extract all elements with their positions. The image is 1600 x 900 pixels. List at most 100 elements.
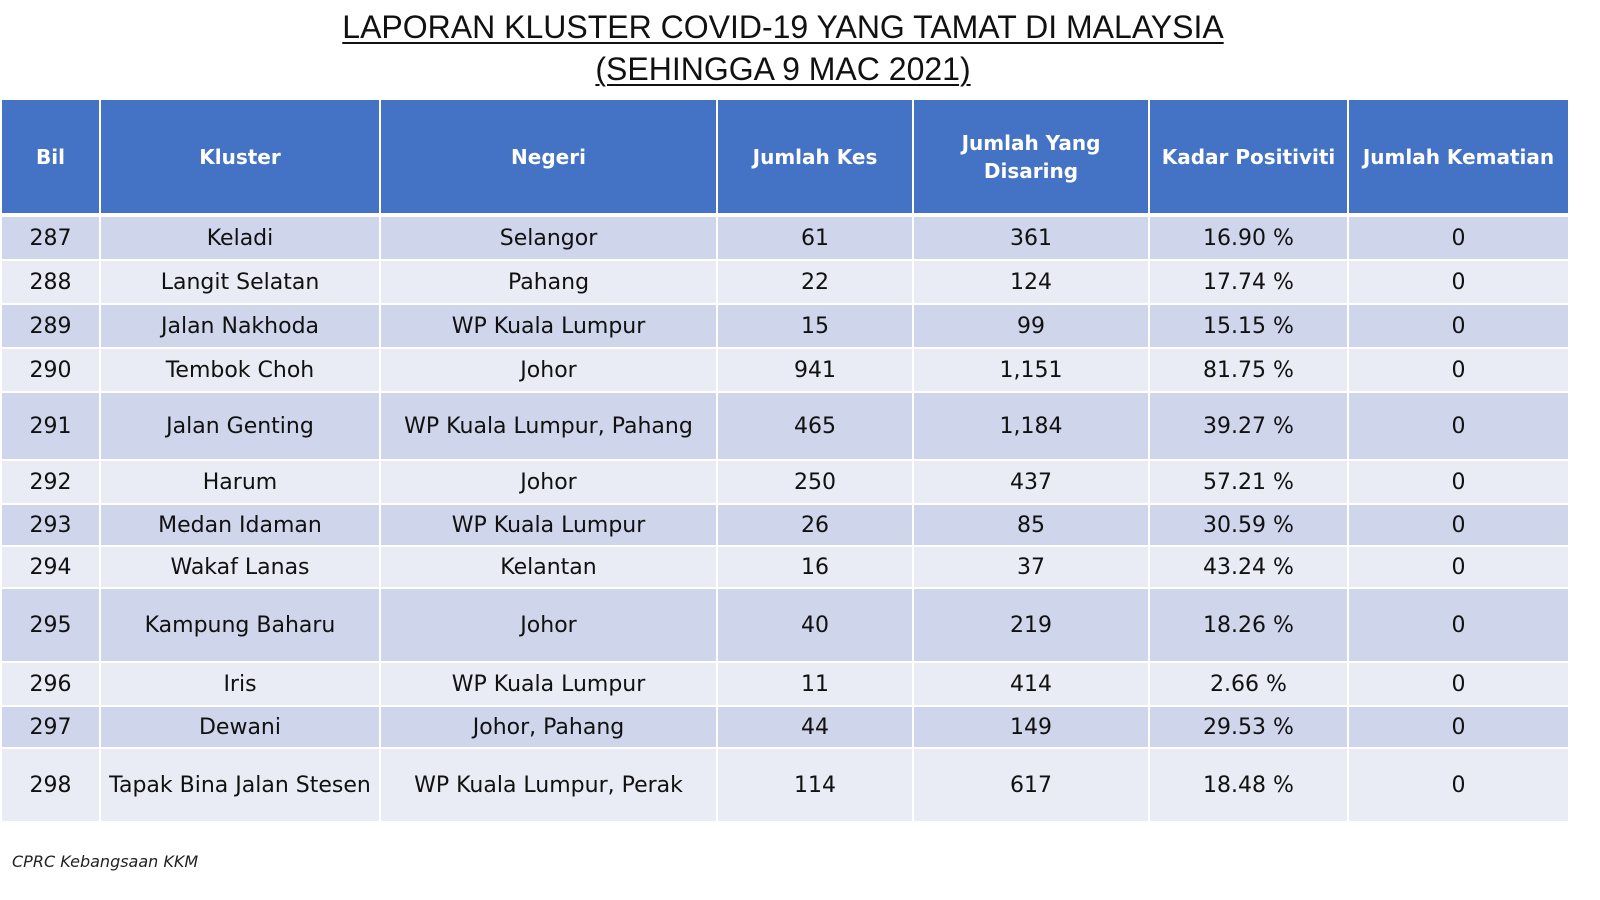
cell-kadar-positiviti: 29.53 % [1148,705,1349,749]
source-note: CPRC Kebangsaan KKM [12,852,199,871]
cell-jumlah-kes: 465 [716,391,914,461]
cell-kluster: Langit Selatan [99,259,381,305]
cell-negeri: Johor [379,347,718,393]
cell-kluster: Medan Idaman [99,503,381,547]
cell-jumlah-kes: 114 [716,747,914,823]
cell-jumlah-kematian: 0 [1347,391,1570,461]
table-row: 289 Jalan Nakhoda WP Kuala Lumpur 15 99 … [0,303,1570,349]
cell-jumlah-kes: 26 [716,503,914,547]
cell-bil: 295 [0,587,101,663]
table-row: 294 Wakaf Lanas Kelantan 16 37 43.24 % 0 [0,545,1570,589]
cell-jumlah-kes: 22 [716,259,914,305]
cell-kadar-positiviti: 30.59 % [1148,503,1349,547]
table-row: 293 Medan Idaman WP Kuala Lumpur 26 85 3… [0,503,1570,547]
report-title: LAPORAN KLUSTER COVID-19 YANG TAMAT DI M… [0,6,1566,90]
cell-kluster: Tapak Bina Jalan Stesen [99,747,381,823]
cell-kluster: Tembok Choh [99,347,381,393]
cell-bil: 288 [0,259,101,305]
header-bil: Bil [0,100,101,217]
cell-kadar-positiviti: 2.66 % [1148,661,1349,707]
cell-bil: 298 [0,747,101,823]
cell-negeri: Johor, Pahang [379,705,718,749]
table-row: 291 Jalan Genting WP Kuala Lumpur, Pahan… [0,391,1570,461]
cell-jumlah-kematian: 0 [1347,747,1570,823]
cell-jumlah-kes: 16 [716,545,914,589]
cell-bil: 287 [0,214,101,261]
cell-jumlah-kes: 15 [716,303,914,349]
cell-jumlah-kes: 40 [716,587,914,663]
cell-negeri: WP Kuala Lumpur, Pahang [379,391,718,461]
cell-jumlah-kes: 61 [716,214,914,261]
header-jumlah-kes: Jumlah Kes [716,100,914,217]
cell-bil: 292 [0,459,101,505]
cell-jumlah-disaring: 149 [912,705,1150,749]
report-title-line-1: LAPORAN KLUSTER COVID-19 YANG TAMAT DI M… [342,9,1224,45]
cell-negeri: WP Kuala Lumpur [379,303,718,349]
header-jumlah-kematian: Jumlah Kematian [1347,100,1570,217]
cell-negeri: Johor [379,459,718,505]
cell-jumlah-disaring: 124 [912,259,1150,305]
header-kluster: Kluster [99,100,381,217]
cell-jumlah-kematian: 0 [1347,303,1570,349]
cell-jumlah-kematian: 0 [1347,259,1570,305]
cell-jumlah-kematian: 0 [1347,459,1570,505]
cell-kadar-positiviti: 39.27 % [1148,391,1349,461]
cell-jumlah-kes: 250 [716,459,914,505]
cell-bil: 297 [0,705,101,749]
cell-jumlah-disaring: 361 [912,214,1150,261]
cell-kadar-positiviti: 57.21 % [1148,459,1349,505]
table-row: 288 Langit Selatan Pahang 22 124 17.74 %… [0,259,1570,305]
cell-kluster: Jalan Genting [99,391,381,461]
cell-jumlah-kematian: 0 [1347,545,1570,589]
cluster-table: Bil Kluster Negeri Jumlah Kes Jumlah Yan… [0,100,1570,823]
cell-negeri: WP Kuala Lumpur [379,661,718,707]
cell-jumlah-disaring: 219 [912,587,1150,663]
cell-jumlah-kes: 11 [716,661,914,707]
cell-bil: 289 [0,303,101,349]
report-title-line-2: (SEHINGGA 9 MAC 2021) [595,51,971,87]
table-row: 297 Dewani Johor, Pahang 44 149 29.53 % … [0,705,1570,749]
cell-jumlah-disaring: 1,151 [912,347,1150,393]
header-kadar-positiviti: Kadar Positiviti [1148,100,1349,217]
header-jumlah-disaring: Jumlah Yang Disaring [912,100,1150,217]
cell-kluster: Keladi [99,214,381,261]
cell-negeri: WP Kuala Lumpur [379,503,718,547]
cell-bil: 290 [0,347,101,393]
cell-kadar-positiviti: 15.15 % [1148,303,1349,349]
cell-kadar-positiviti: 16.90 % [1148,214,1349,261]
cell-kadar-positiviti: 18.26 % [1148,587,1349,663]
table-header-row: Bil Kluster Negeri Jumlah Kes Jumlah Yan… [0,100,1570,217]
cell-kluster: Jalan Nakhoda [99,303,381,349]
cell-jumlah-disaring: 414 [912,661,1150,707]
table-row: 292 Harum Johor 250 437 57.21 % 0 [0,459,1570,505]
cell-kadar-positiviti: 43.24 % [1148,545,1349,589]
cell-negeri: Kelantan [379,545,718,589]
cell-jumlah-kematian: 0 [1347,503,1570,547]
cell-bil: 291 [0,391,101,461]
cell-jumlah-kes: 44 [716,705,914,749]
cell-bil: 293 [0,503,101,547]
table-row: 287 Keladi Selangor 61 361 16.90 % 0 [0,214,1570,261]
table-row: 298 Tapak Bina Jalan Stesen WP Kuala Lum… [0,747,1570,823]
cell-jumlah-kematian: 0 [1347,347,1570,393]
cell-bil: 294 [0,545,101,589]
cell-jumlah-disaring: 99 [912,303,1150,349]
cell-kluster: Dewani [99,705,381,749]
cell-kadar-positiviti: 17.74 % [1148,259,1349,305]
cell-kluster: Kampung Baharu [99,587,381,663]
cell-jumlah-kes: 941 [716,347,914,393]
table-row: 290 Tembok Choh Johor 941 1,151 81.75 % … [0,347,1570,393]
cell-negeri: WP Kuala Lumpur, Perak [379,747,718,823]
header-negeri: Negeri [379,100,718,217]
cell-negeri: Pahang [379,259,718,305]
cell-jumlah-disaring: 85 [912,503,1150,547]
cell-negeri: Johor [379,587,718,663]
cell-kluster: Wakaf Lanas [99,545,381,589]
table-row: 295 Kampung Baharu Johor 40 219 18.26 % … [0,587,1570,663]
cell-jumlah-disaring: 1,184 [912,391,1150,461]
cell-jumlah-disaring: 37 [912,545,1150,589]
cell-kadar-positiviti: 81.75 % [1148,347,1349,393]
cell-jumlah-disaring: 617 [912,747,1150,823]
cell-jumlah-kematian: 0 [1347,661,1570,707]
cell-bil: 296 [0,661,101,707]
